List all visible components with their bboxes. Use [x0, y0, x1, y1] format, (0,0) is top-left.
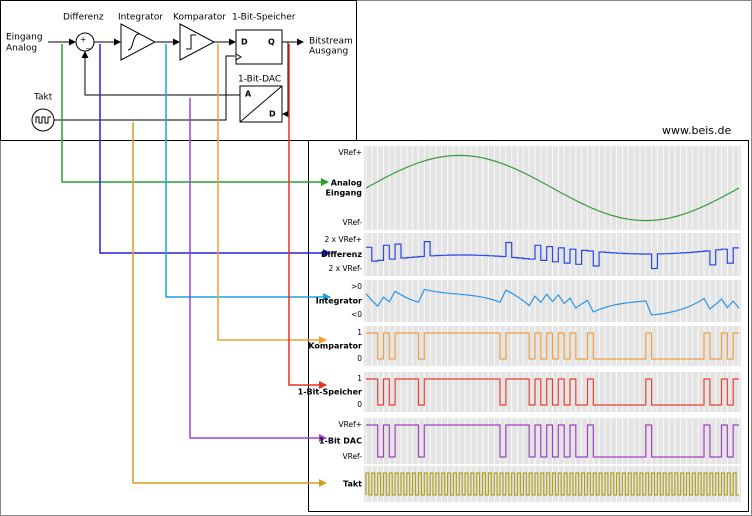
- waveform: [365, 472, 739, 496]
- panel-label: Analog: [331, 179, 363, 188]
- waveform: [365, 154, 740, 222]
- waveform: [366, 241, 739, 270]
- arrow: [165, 44, 331, 301]
- panel-label: Differenz: [321, 250, 362, 259]
- level-label: VRef-: [342, 218, 362, 227]
- level-label: VRef-: [342, 452, 362, 461]
- level-label: <0: [351, 310, 362, 319]
- arrow: [132, 122, 327, 487]
- signal-arrows: [61, 44, 331, 487]
- clock-pin: [235, 53, 242, 61]
- level-label: 0: [357, 400, 362, 409]
- output-label: Ausgang: [309, 47, 348, 57]
- waveform: [366, 378, 739, 406]
- level-label: VRef+: [338, 420, 362, 429]
- integrator: [120, 23, 157, 61]
- pin-label: D: [269, 110, 276, 119]
- clock-wire: [54, 55, 235, 121]
- latch: [235, 29, 283, 65]
- panel-label: Komparator: [308, 342, 362, 351]
- sign: _: [85, 40, 90, 49]
- feedback-wire: [81, 51, 240, 96]
- block-label: Integrator: [118, 13, 163, 23]
- level-label: 2 x VRef+: [324, 235, 362, 244]
- panel-label: 1-Bit-Speicher: [298, 388, 362, 397]
- level-label: 0: [357, 354, 362, 363]
- comparator: [179, 23, 216, 61]
- arrow: [61, 44, 329, 186]
- level-label: >0: [351, 282, 362, 291]
- arrow: [189, 98, 327, 442]
- arrow: [288, 44, 327, 389]
- arrow: [99, 44, 331, 257]
- level-label: 1: [357, 374, 362, 383]
- block-label: 1-Bit-DAC: [238, 75, 281, 85]
- panel-label: Eingang: [326, 189, 363, 198]
- wire: [282, 42, 289, 118]
- level-label: 1: [357, 328, 362, 337]
- clock-source: [31, 108, 55, 132]
- output-label: Bitstream: [309, 37, 353, 47]
- level-label: VRef+: [338, 148, 362, 157]
- panel-label: 1-Bit DAC: [319, 437, 362, 446]
- waveform: [365, 288, 740, 316]
- level-label: 2 x VRef-: [328, 264, 362, 273]
- block-label: Differenz: [63, 13, 104, 23]
- sign: +: [80, 35, 86, 44]
- arrow: [217, 44, 327, 344]
- block-label: 1-Bit-Speicher: [232, 13, 296, 23]
- pin-label: D: [241, 38, 248, 47]
- comparator-symbol: [186, 34, 196, 50]
- block-label: Komparator: [173, 13, 226, 23]
- diagram-box: [0, 0, 357, 141]
- block-label: Takt: [33, 93, 53, 103]
- waveform: [366, 332, 739, 360]
- panel-label: Takt: [343, 480, 362, 489]
- input-label: Eingang: [6, 33, 43, 43]
- pin-label: A: [245, 90, 252, 99]
- clock-symbol: [35, 116, 51, 124]
- input-label: Analog: [6, 44, 37, 54]
- block-diagram: Eingang Analog Differenz Integrator Komp…: [6, 13, 353, 132]
- dac-diagonal: [239, 85, 283, 123]
- website: www.beis.de: [662, 124, 731, 137]
- waveform: [366, 424, 739, 458]
- integrator-symbol: [127, 33, 140, 51]
- pin-label: Q: [268, 38, 275, 47]
- panel-label: Integrator: [316, 297, 362, 306]
